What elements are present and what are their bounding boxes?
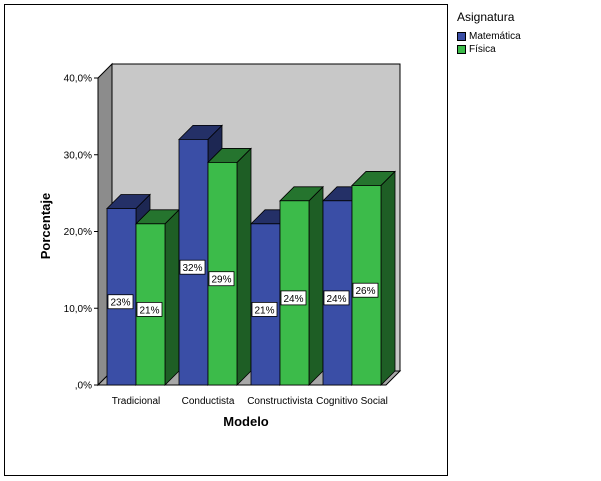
- data-label-box: [352, 282, 379, 298]
- bar-conductista-fisica: [207, 147, 252, 386]
- y-tick-label: 20,0%: [64, 227, 92, 238]
- legend-swatch-fisica: [457, 45, 466, 54]
- data-label-box: [136, 302, 163, 317]
- data-label-text: 26%: [355, 286, 375, 297]
- legend: Asignatura Matemática Física: [455, 8, 595, 56]
- x-tick-label: Conductista: [182, 396, 235, 407]
- legend-item-matematica: Matemática: [457, 30, 595, 43]
- y-axis: 40,0% 30,0% 20,0% 10,0% ,0%: [64, 74, 98, 392]
- bar-cognitivo-social-fisica-side: [380, 170, 396, 386]
- data-label: 29%: [208, 271, 235, 287]
- data-label: 24%: [323, 290, 350, 306]
- data-label: 32%: [179, 259, 206, 275]
- data-label-box: [251, 302, 278, 317]
- x-tick-label: Cognitivo Social: [316, 396, 388, 407]
- data-label-text: 29%: [211, 275, 231, 286]
- data-label-text: 24%: [326, 294, 346, 305]
- y-tick-label: 10,0%: [64, 304, 92, 315]
- data-label-box: [323, 290, 350, 306]
- data-label-box: [107, 294, 134, 310]
- bar-tradicional-fisica-side: [164, 208, 180, 386]
- data-label-text: 23%: [110, 298, 130, 309]
- bars: [106, 124, 396, 386]
- data-label-box: [280, 290, 307, 306]
- data-labels: 23% 21% 32% 29% 21% 24% 24% 26%: [107, 259, 379, 317]
- data-label-box: [179, 259, 206, 275]
- x-axis: Tradicional Conductista Constructivista Cog…: [112, 396, 388, 407]
- data-label-text: 32%: [182, 263, 202, 274]
- x-tick-label: Tradicional: [112, 396, 161, 407]
- legend-swatch-matematica: [457, 32, 466, 41]
- y-tick-label: 30,0%: [64, 150, 92, 161]
- data-label: 26%: [352, 282, 379, 298]
- y-tick-label: ,0%: [75, 381, 92, 392]
- data-label-text: 21%: [139, 305, 159, 316]
- legend-label-matematica: Matemática: [469, 31, 521, 42]
- bar-tradicional-fisica: [135, 208, 180, 386]
- data-label-text: 21%: [254, 305, 274, 316]
- y-tick-label: 40,0%: [64, 74, 92, 85]
- bar-constructivista-fisica: [279, 185, 324, 386]
- data-label: 24%: [280, 290, 307, 306]
- x-tick-label: Constructivista: [247, 396, 313, 407]
- data-label: 21%: [251, 302, 278, 317]
- y-axis-title: Porcentaje: [38, 193, 53, 259]
- legend-label-fisica: Física: [469, 44, 496, 55]
- bar-constructivista-fisica-side: [308, 185, 324, 386]
- data-label: 21%: [136, 302, 163, 317]
- legend-title: Asignatura: [457, 10, 515, 24]
- bar-conductista-fisica-side: [236, 147, 252, 386]
- bar-cognitivo-social-fisica: [351, 170, 396, 386]
- legend-item-fisica: Física: [457, 43, 595, 56]
- x-axis-title: Modelo: [223, 414, 269, 429]
- data-label-text: 24%: [283, 294, 303, 305]
- data-label-box: [208, 271, 235, 287]
- data-label: 23%: [107, 294, 134, 310]
